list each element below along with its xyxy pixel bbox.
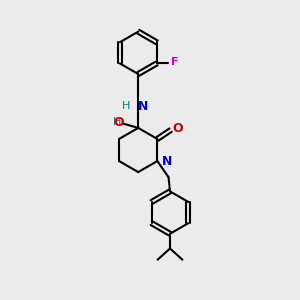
Text: N: N bbox=[162, 154, 172, 167]
Text: H: H bbox=[122, 101, 130, 111]
Text: O: O bbox=[114, 116, 124, 128]
Text: H: H bbox=[113, 117, 122, 127]
Text: F: F bbox=[171, 57, 178, 67]
Text: O: O bbox=[173, 122, 183, 135]
Text: N: N bbox=[138, 100, 148, 113]
